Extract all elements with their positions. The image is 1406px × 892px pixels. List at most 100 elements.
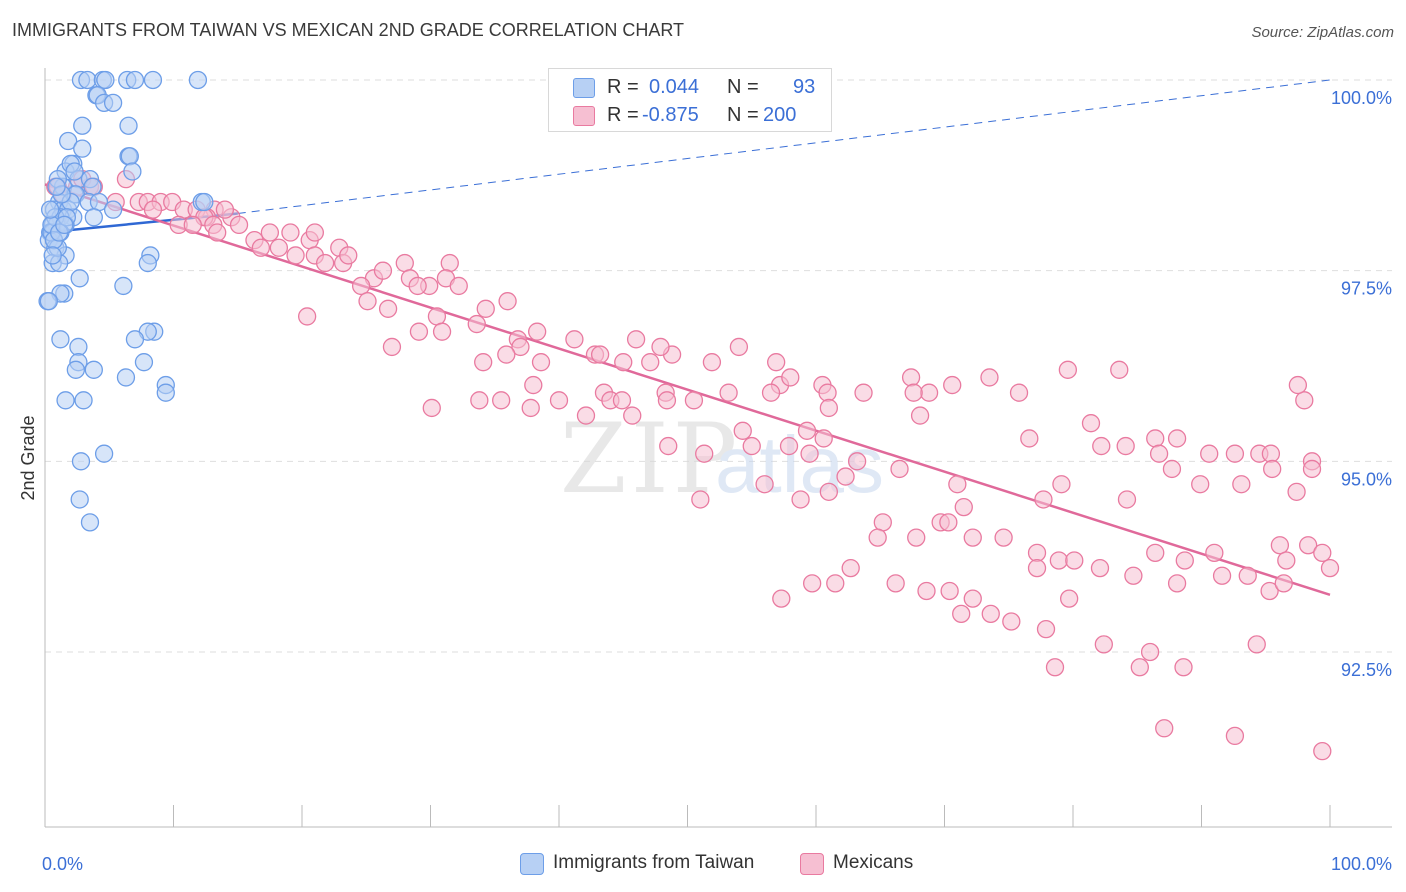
source-credit: Source: ZipAtlas.com bbox=[1251, 24, 1394, 41]
point-mexicans bbox=[549, 391, 569, 410]
point-mexicans bbox=[1238, 566, 1257, 585]
point-mexicans bbox=[994, 528, 1013, 547]
point-mexicans bbox=[1263, 459, 1282, 479]
point-mexicans bbox=[755, 475, 774, 494]
point-mexicans bbox=[351, 276, 371, 296]
tick-labels: 100.0% 97.5% 95.0% 92.5% 0.0% 100.0% bbox=[42, 88, 1392, 874]
point-mexicans bbox=[1200, 444, 1219, 463]
point-mexicans bbox=[440, 253, 459, 273]
legend-n-label: N = bbox=[727, 76, 759, 98]
point-mexicans bbox=[791, 490, 810, 509]
point-mexicans bbox=[422, 398, 441, 418]
point-taiwan bbox=[114, 276, 133, 296]
legend-n-label: N = bbox=[727, 104, 759, 126]
point-mexicans bbox=[819, 398, 838, 418]
point-mexicans bbox=[269, 238, 289, 257]
point-mexicans bbox=[409, 322, 429, 341]
point-mexicans bbox=[841, 558, 860, 578]
point-mexicans bbox=[819, 482, 838, 501]
point-mexicans bbox=[305, 223, 325, 242]
point-mexicans bbox=[1320, 558, 1340, 578]
y-tick-label: 97.5% bbox=[1341, 279, 1392, 299]
point-mexicans bbox=[1090, 558, 1110, 578]
x-tick-label-end: 100.0% bbox=[1331, 854, 1392, 874]
point-mexicans bbox=[1130, 658, 1149, 677]
point-taiwan bbox=[143, 70, 163, 90]
point-mexicans bbox=[1034, 490, 1053, 509]
point-mexicans bbox=[521, 398, 540, 418]
point-mexicans bbox=[1155, 719, 1174, 738]
point-mexicans bbox=[432, 322, 452, 341]
point-mexicans bbox=[1110, 360, 1129, 379]
point-taiwan bbox=[69, 337, 88, 357]
point-mexicans bbox=[1092, 436, 1111, 456]
point-mexicans bbox=[1232, 475, 1251, 494]
point-taiwan bbox=[70, 269, 89, 288]
point-mexicans bbox=[590, 345, 610, 364]
point-mexicans bbox=[719, 383, 738, 402]
point-taiwan bbox=[40, 200, 60, 219]
point-mexicans bbox=[1299, 536, 1318, 555]
point-mexicans bbox=[1020, 429, 1039, 448]
point-taiwan bbox=[74, 391, 93, 410]
point-taiwan bbox=[119, 116, 138, 135]
legend-n-value: 200 bbox=[763, 104, 797, 126]
point-mexicans bbox=[1212, 566, 1232, 585]
point-taiwan bbox=[138, 253, 157, 273]
point-taiwan bbox=[188, 70, 208, 90]
point-mexicans bbox=[1052, 475, 1071, 494]
point-mexicans bbox=[1009, 383, 1029, 402]
point-mexicans bbox=[1313, 543, 1332, 563]
legend-swatch-mexicans bbox=[573, 106, 595, 126]
point-mexicans bbox=[1277, 551, 1296, 570]
point-mexicans bbox=[183, 215, 202, 235]
point-mexicans bbox=[691, 490, 710, 509]
point-mexicans bbox=[614, 353, 633, 372]
point-mexicans bbox=[1167, 574, 1187, 593]
point-mexicans bbox=[802, 574, 822, 593]
point-mexicans bbox=[449, 276, 468, 296]
point-taiwan bbox=[103, 200, 123, 219]
point-taiwan bbox=[83, 177, 102, 196]
point-mexicans bbox=[1287, 482, 1306, 501]
point-taiwan bbox=[103, 93, 123, 113]
point-mexicans bbox=[1027, 558, 1047, 578]
point-mexicans bbox=[229, 215, 249, 235]
point-mexicans bbox=[498, 292, 517, 311]
point-mexicans bbox=[208, 223, 227, 242]
point-taiwan bbox=[47, 177, 66, 196]
bottom-legend-swatch-mexicans bbox=[800, 853, 824, 875]
data-points bbox=[38, 70, 1340, 761]
point-mexicans bbox=[1270, 536, 1290, 555]
y-tick-label: 92.5% bbox=[1341, 660, 1392, 680]
point-mexicans bbox=[1260, 581, 1279, 601]
point-mexicans bbox=[1313, 741, 1332, 761]
point-taiwan bbox=[80, 513, 100, 532]
point-mexicans bbox=[497, 345, 516, 364]
point-taiwan bbox=[65, 162, 84, 181]
point-mexicans bbox=[684, 391, 704, 410]
point-mexicans bbox=[868, 528, 887, 547]
point-mexicans bbox=[524, 375, 543, 395]
point-mexicans bbox=[854, 383, 873, 402]
point-mexicans bbox=[476, 299, 495, 318]
point-mexicans bbox=[315, 253, 335, 273]
point-mexicans bbox=[939, 513, 958, 532]
y-tick-label: 95.0% bbox=[1341, 469, 1392, 489]
point-mexicans bbox=[651, 337, 670, 357]
point-taiwan bbox=[55, 215, 74, 235]
point-mexicans bbox=[1174, 658, 1193, 677]
legend-r-label: R = bbox=[607, 104, 639, 126]
point-mexicans bbox=[772, 589, 791, 608]
point-mexicans bbox=[1116, 436, 1135, 456]
point-mexicans bbox=[963, 589, 982, 608]
point-mexicans bbox=[901, 368, 921, 387]
point-mexicans bbox=[1117, 490, 1137, 509]
legend-row-mexicans: R = -0.875 N = 200 bbox=[549, 100, 831, 130]
point-mexicans bbox=[1261, 444, 1281, 463]
point-mexicans bbox=[1081, 414, 1101, 433]
point-mexicans bbox=[729, 337, 749, 357]
y-tick-label: 100.0% bbox=[1331, 88, 1392, 108]
point-taiwan bbox=[58, 131, 78, 151]
point-taiwan bbox=[56, 391, 75, 410]
